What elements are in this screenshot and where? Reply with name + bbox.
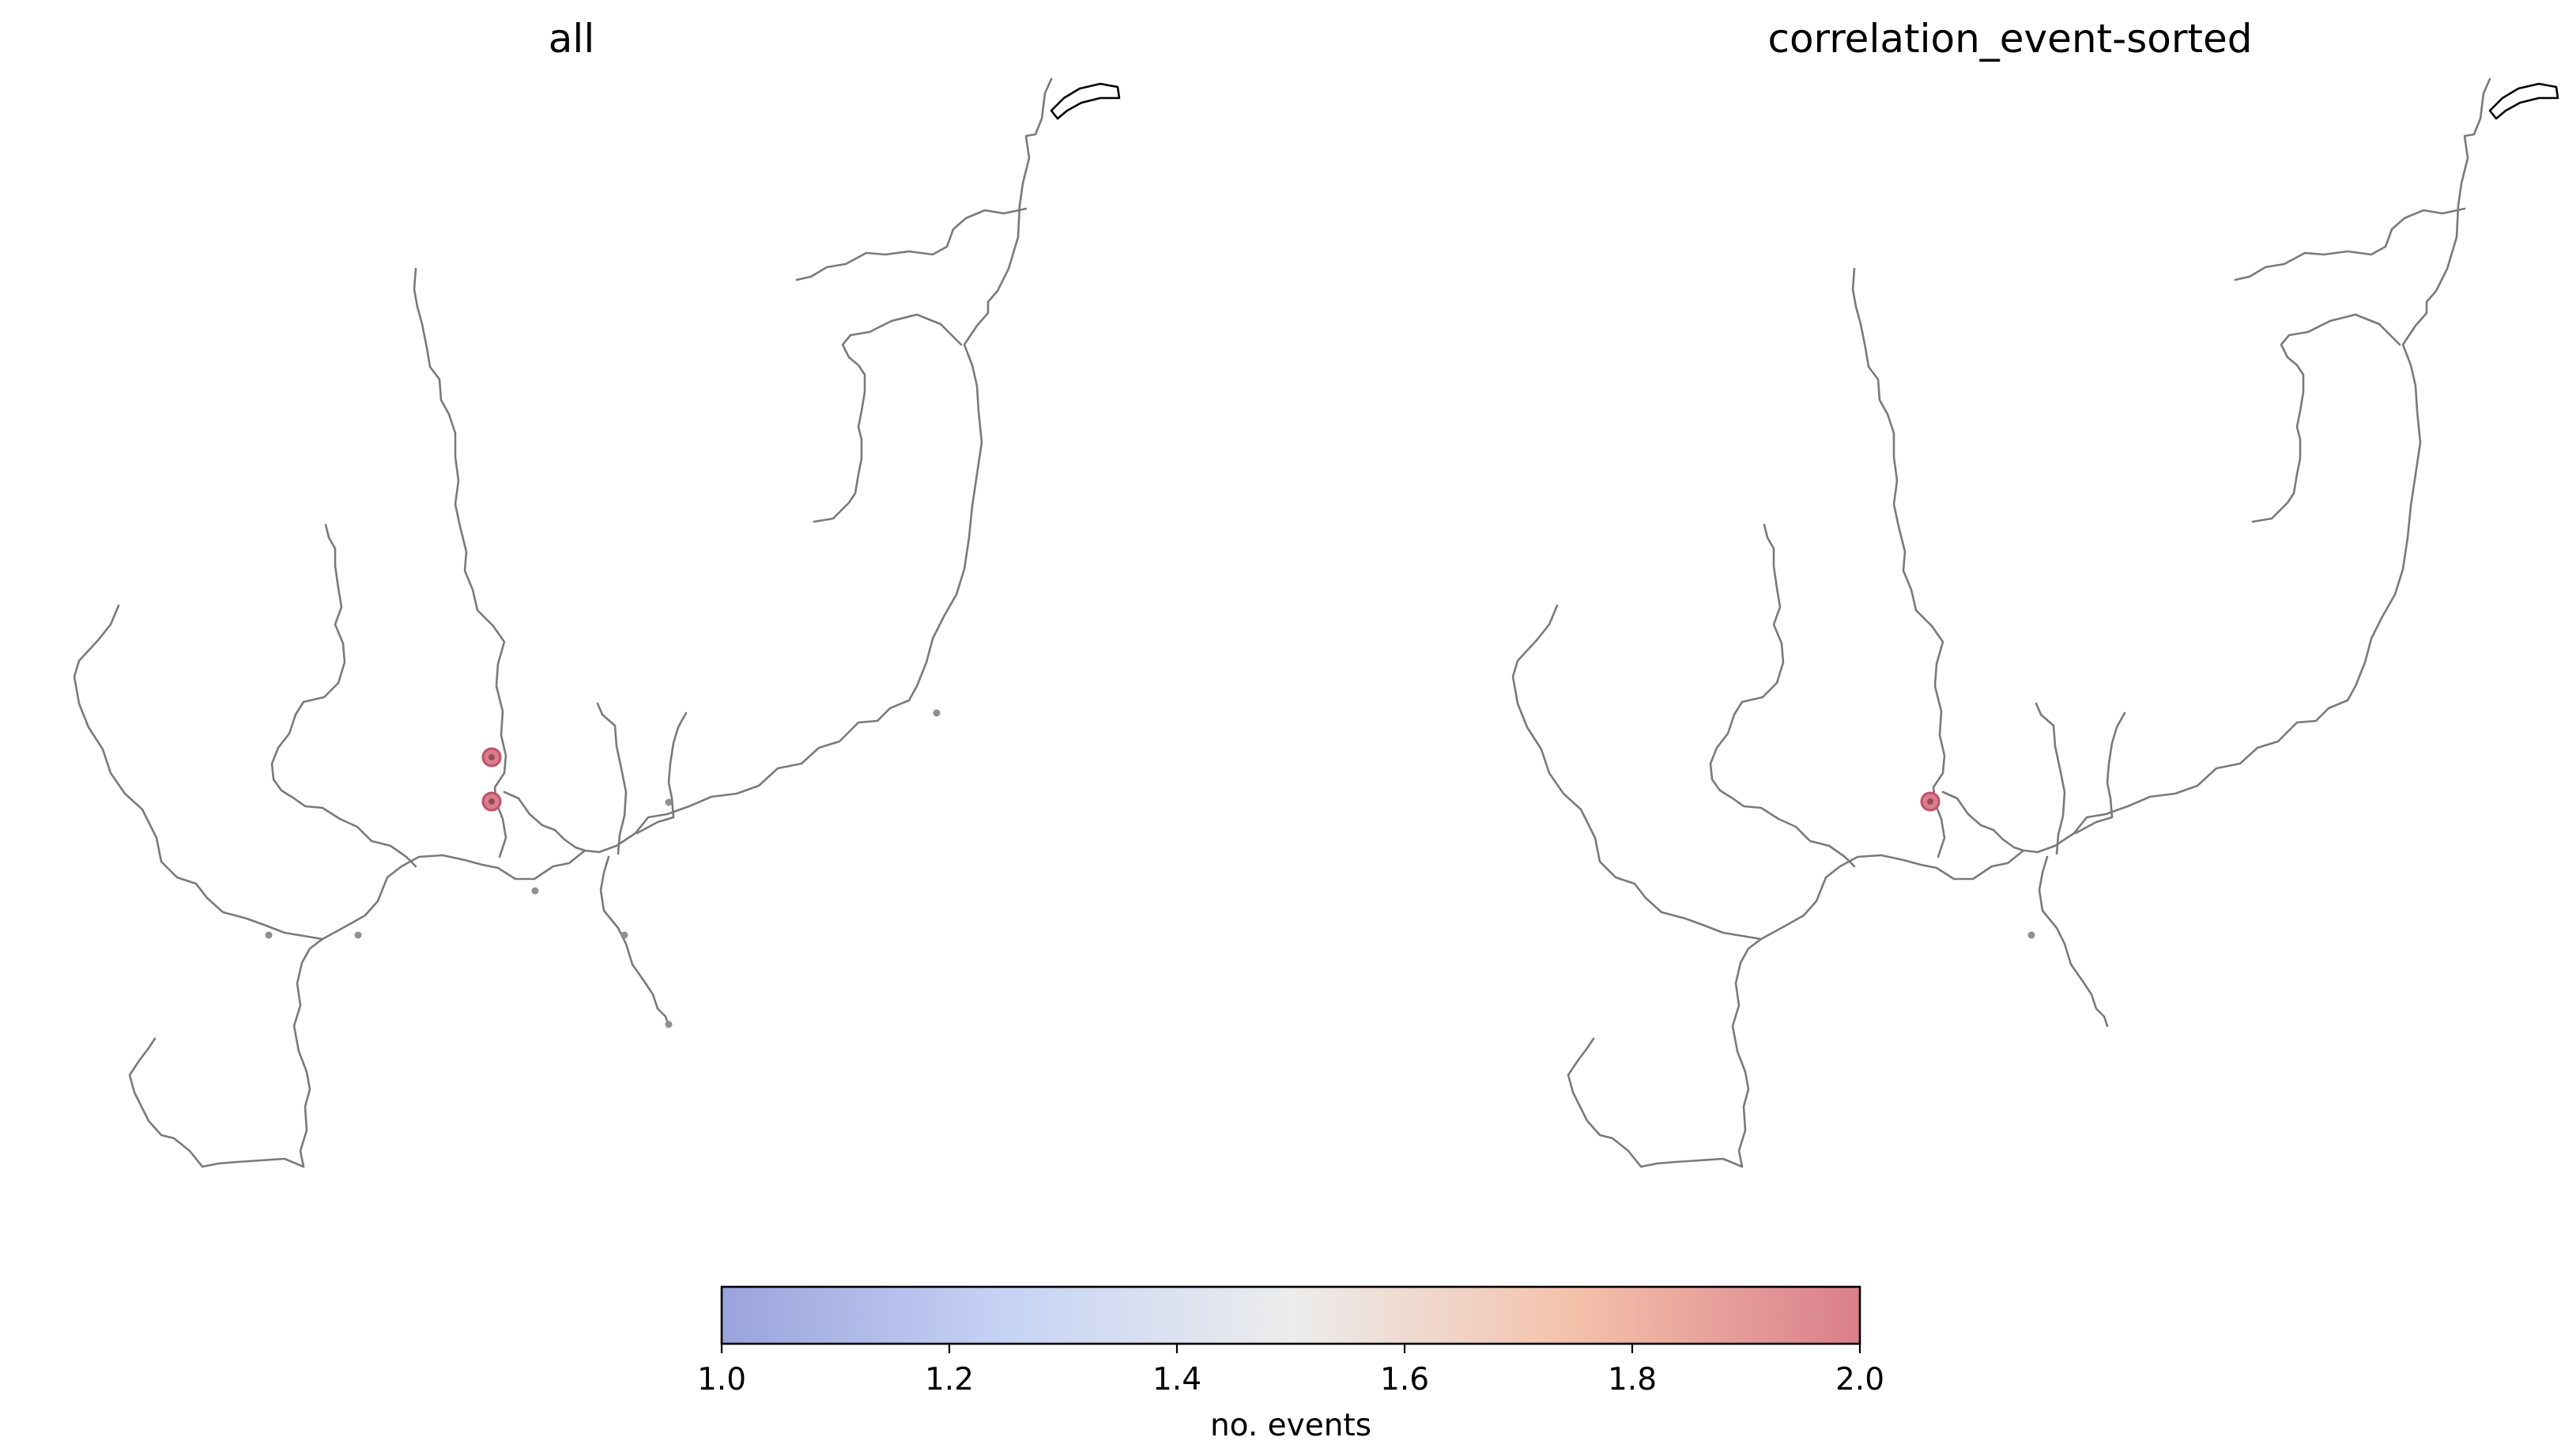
station-marker: [665, 798, 673, 806]
colorbar-tick-label: 1.0: [697, 1362, 746, 1398]
coastline: [1050, 82, 1121, 120]
panel-title: correlation_event-sorted: [1767, 16, 2252, 62]
station-marker: [265, 931, 273, 939]
station-markers: [1920, 791, 2035, 939]
colorbar-tick-label: 1.8: [1608, 1362, 1657, 1398]
station-marker: [933, 709, 941, 717]
colorbar: 1.0 1.2 1.4 1.6 1.8 2.0 no. events: [697, 1285, 1884, 1443]
colorbar-tick-label: 1.4: [1152, 1362, 1201, 1398]
coastline: [2488, 82, 2559, 120]
station-marker: [2027, 931, 2035, 939]
colorbar-label: no. events: [1210, 1408, 1371, 1443]
colorbar-gradient: [720, 1285, 1861, 1345]
panel-title: all: [549, 16, 594, 62]
station-marker-with-events: [1920, 791, 1941, 812]
colorbar-tick-label: 1.2: [925, 1362, 974, 1398]
colorbar-tick-label: 1.6: [1380, 1362, 1429, 1398]
map-panel-correlation-event-sorted: correlation_event-sorted: [1511, 16, 2559, 1168]
station-marker: [665, 1020, 673, 1028]
colorbar-tick-label: 2.0: [1835, 1362, 1884, 1398]
river-network: [73, 77, 1053, 1168]
station-marker: [354, 931, 362, 939]
river-network: [1511, 77, 2491, 1168]
station-markers: [265, 709, 941, 1028]
station-marker-with-events: [481, 747, 502, 768]
station-marker-with-events: [481, 791, 502, 812]
map-panel-all: all: [73, 16, 1121, 1168]
station-marker: [620, 931, 628, 939]
colorbar-ticks: 1.0 1.2 1.4 1.6 1.8 2.0: [697, 1344, 1884, 1398]
station-marker: [531, 887, 539, 895]
